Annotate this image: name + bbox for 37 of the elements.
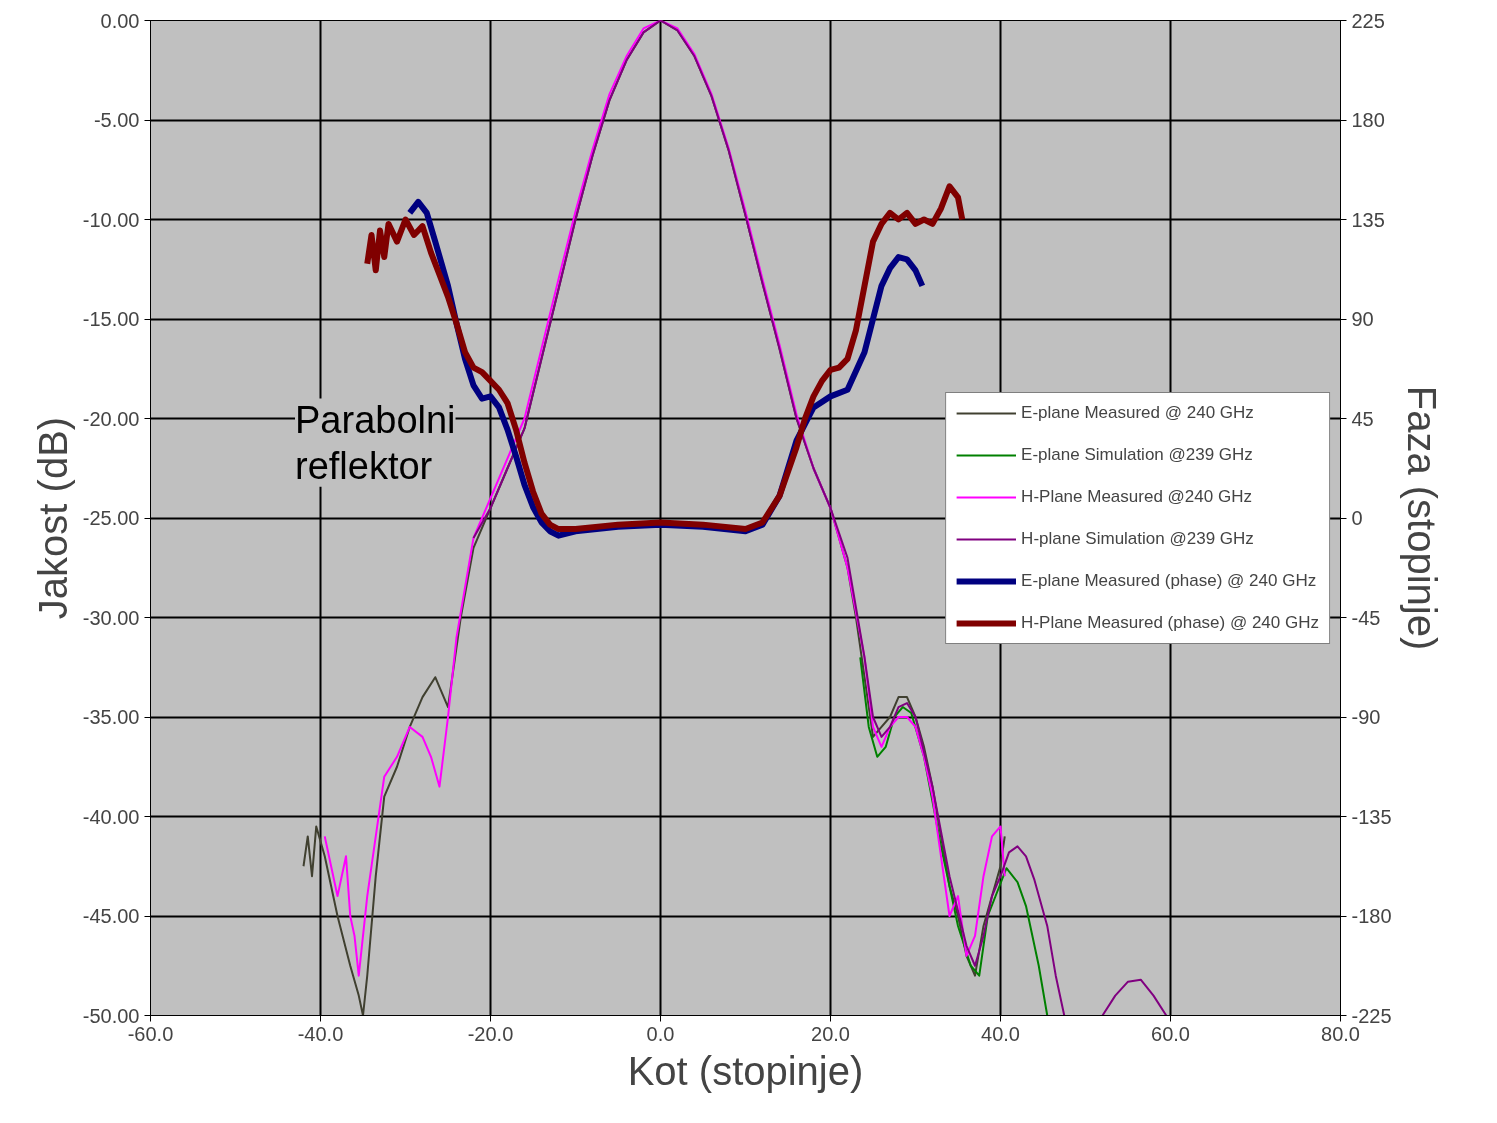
x-tick-label: -20.0 xyxy=(467,1022,514,1045)
y-tick-label: -25.00 xyxy=(82,507,140,529)
y2-tick-label: 0 xyxy=(1351,507,1363,529)
x-axis-title: Kot (stopinje) xyxy=(627,1048,864,1093)
annotation: Parabolni reflektor xyxy=(295,398,456,487)
y2-tick-label: -90 xyxy=(1351,706,1381,728)
legend-label: E-plane Simulation @239 GHz xyxy=(1021,444,1253,465)
y-axis-title: Jakost (dB) xyxy=(30,416,75,620)
legend-label: E-plane Measured (phase) @ 240 GHz xyxy=(1021,570,1317,591)
y-tick-label: 0.00 xyxy=(100,9,140,32)
y2-tick-label: 225 xyxy=(1351,9,1385,32)
legend-label: H-plane Simulation @239 GHz xyxy=(1021,528,1254,549)
y2-tick-label: 180 xyxy=(1351,109,1385,131)
y-tick-label: -5.00 xyxy=(93,109,140,131)
y-tick-label: -30.00 xyxy=(82,606,140,629)
legend-label: H-Plane Measured @240 GHz xyxy=(1021,486,1252,507)
y2-tick-label: -180 xyxy=(1351,905,1392,927)
y2-tick-label: 135 xyxy=(1351,208,1385,231)
y-tick-label: -40.00 xyxy=(82,805,140,828)
y-tick-label: -10.00 xyxy=(82,208,140,231)
y2-tick-label: 45 xyxy=(1351,407,1374,430)
x-tick-label: -40.0 xyxy=(297,1022,344,1045)
x-tick-label: 20.0 xyxy=(811,1022,850,1045)
y-tick-label: -35.00 xyxy=(82,706,140,728)
x-tick-label: 0.0 xyxy=(646,1022,675,1045)
y-tick-label: -15.00 xyxy=(82,308,140,330)
legend-label: E-plane Measured @ 240 GHz xyxy=(1021,402,1254,423)
y2-tick-label: -135 xyxy=(1351,805,1392,828)
legend-label: H-Plane Measured (phase) @ 240 GHz xyxy=(1021,612,1319,633)
y-tick-label: -20.00 xyxy=(82,407,140,430)
x-tick-label: 40.0 xyxy=(981,1022,1020,1045)
y2-tick-label: 90 xyxy=(1351,308,1374,330)
y2-axis-title: Faza (stopinje) xyxy=(1399,385,1444,651)
y2-tick-label: -45 xyxy=(1351,606,1381,629)
y-tick-label: -45.00 xyxy=(82,905,140,927)
line-series xyxy=(859,656,1049,1016)
x-tick-label: 60.0 xyxy=(1151,1022,1190,1045)
